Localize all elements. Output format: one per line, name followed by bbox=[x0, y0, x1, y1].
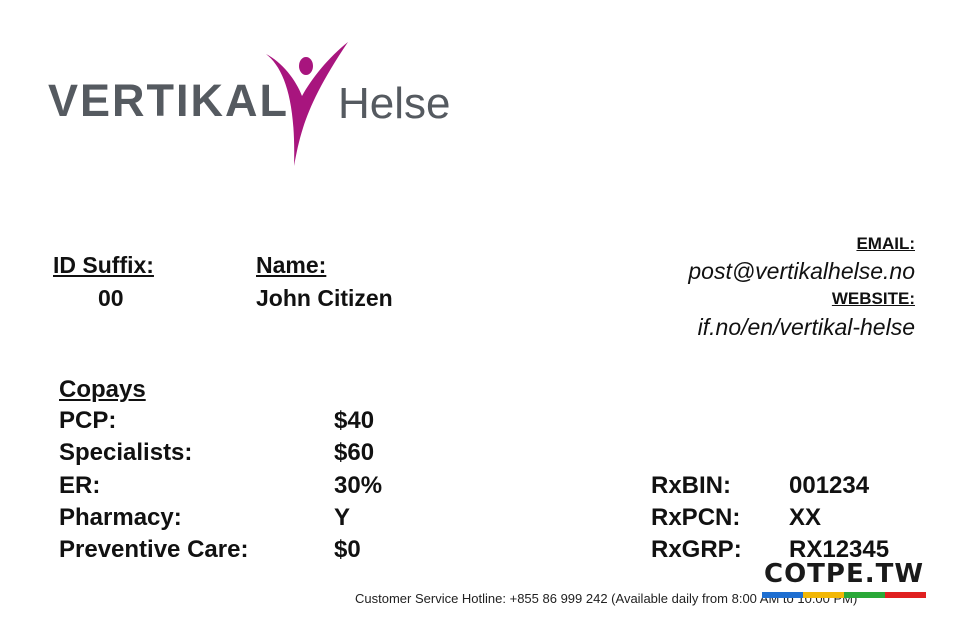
logo-figure-icon bbox=[266, 42, 348, 166]
name-label: Name: bbox=[256, 252, 327, 278]
copay-value-specialists: $60 bbox=[334, 439, 375, 466]
watermark-bar-red bbox=[885, 592, 926, 598]
watermark-bar-yellow bbox=[803, 592, 844, 598]
rx-label-pcn: RxPCN: bbox=[651, 504, 741, 531]
rx-value-pcn: XX bbox=[789, 504, 822, 531]
email-label: EMAIL: bbox=[856, 234, 915, 253]
id-suffix-label: ID Suffix: bbox=[53, 252, 154, 278]
rx-label-bin: RxBIN: bbox=[651, 472, 732, 499]
copay-label-pcp: PCP: bbox=[59, 407, 117, 434]
id-suffix-value: 00 bbox=[98, 285, 124, 311]
copay-label-pharmacy: Pharmacy: bbox=[59, 504, 182, 531]
copays-title: Copays bbox=[59, 376, 146, 403]
copay-value-pcp: $40 bbox=[334, 407, 375, 434]
name-value: John Citizen bbox=[256, 285, 393, 311]
watermark-text: COTPE.TW bbox=[764, 559, 925, 589]
website-label: WEBSITE: bbox=[831, 289, 915, 308]
email-value[interactable]: post@vertikalhelse.no bbox=[688, 258, 915, 284]
copay-label-preventive-care: Preventive Care: bbox=[59, 536, 249, 563]
logo-vertikal-text: VERTIKAL bbox=[48, 75, 289, 126]
watermark-bar-green bbox=[844, 592, 885, 598]
rx-value-grp: RX12345 bbox=[789, 536, 890, 563]
rx-label-grp: RxGRP: bbox=[651, 536, 742, 563]
rx-value-bin: 001234 bbox=[789, 472, 870, 499]
copay-label-specialists: Specialists: bbox=[59, 439, 193, 466]
watermark-bar-blue bbox=[762, 592, 803, 598]
logo-helse-text: Helse bbox=[338, 79, 451, 128]
watermark: COTPE.TW bbox=[762, 561, 926, 601]
copay-value-pharmacy: Y bbox=[334, 504, 351, 531]
copay-value-preventive-care: $0 bbox=[334, 536, 361, 563]
customer-service-hotline: Customer Service Hotline: +855 86 999 24… bbox=[355, 591, 858, 606]
copay-value-er: 30% bbox=[334, 472, 383, 499]
copay-label-er: ER: bbox=[59, 472, 101, 499]
website-value[interactable]: if.no/en/vertikal-helse bbox=[697, 314, 915, 340]
